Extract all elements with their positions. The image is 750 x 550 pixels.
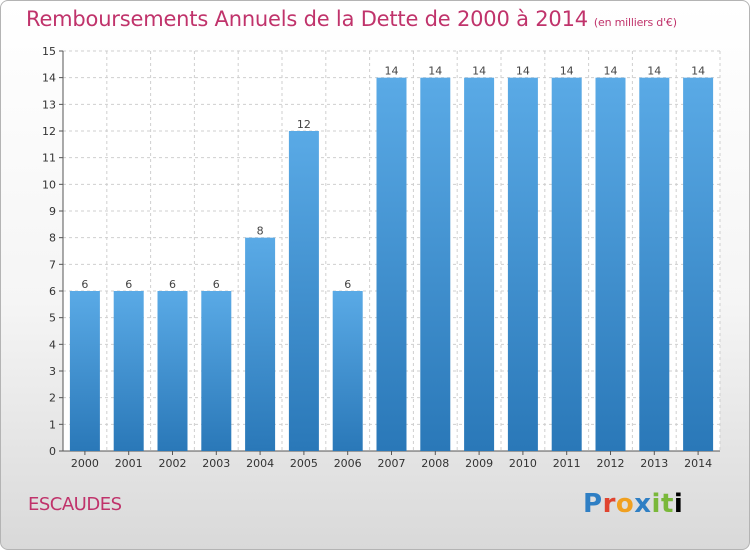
y-tick-label: 6 <box>49 285 56 298</box>
data-label: 6 <box>344 278 351 291</box>
logo-letter: i <box>651 489 661 519</box>
bar <box>201 291 232 451</box>
x-tick-label: 2010 <box>509 457 537 470</box>
x-tick-label: 2012 <box>597 457 625 470</box>
bar <box>288 131 319 451</box>
bar <box>464 77 495 452</box>
x-tick-label: 2004 <box>246 457 274 470</box>
data-label: 14 <box>604 65 618 78</box>
data-label: 6 <box>81 278 88 291</box>
bar <box>157 291 188 451</box>
y-tick-label: 1 <box>49 418 56 431</box>
y-tick-label: 5 <box>49 312 56 325</box>
x-tick-label: 2001 <box>115 457 143 470</box>
chart-title-text: Remboursements Annuels de la Dette de 20… <box>26 7 588 31</box>
commune-name: ESCAUDES <box>28 494 122 515</box>
y-tick-label: 15 <box>42 45 56 58</box>
x-tick-label: 2003 <box>202 457 230 470</box>
logo-letter: x <box>634 489 652 519</box>
logo-letter: i <box>673 489 684 519</box>
data-label: 8 <box>257 225 264 238</box>
proxiti-logo: Proxiti <box>583 489 683 519</box>
logo-letter: o <box>615 489 635 519</box>
x-tick-label: 2014 <box>684 457 712 470</box>
x-tick-label: 2009 <box>465 457 493 470</box>
data-label: 6 <box>169 278 176 291</box>
y-tick-label: 12 <box>42 125 56 138</box>
data-label: 14 <box>560 65 574 78</box>
x-tick-label: 2002 <box>159 457 187 470</box>
data-label: 14 <box>647 65 661 78</box>
y-tick-label: 14 <box>42 72 56 85</box>
bar <box>245 237 276 451</box>
bar <box>376 77 407 452</box>
data-label: 14 <box>516 65 530 78</box>
chart-title: Remboursements Annuels de la Dette de 20… <box>26 7 677 31</box>
x-tick-label: 2013 <box>640 457 668 470</box>
y-tick-label: 11 <box>42 152 56 165</box>
bar <box>69 291 100 451</box>
y-tick-label: 7 <box>49 258 56 271</box>
x-tick-label: 2005 <box>290 457 318 470</box>
logo-letter: P <box>583 489 603 519</box>
data-label: 6 <box>213 278 220 291</box>
y-tick-label: 4 <box>49 338 56 351</box>
bar <box>551 77 582 452</box>
y-tick-label: 9 <box>49 205 56 218</box>
logo-letter: r <box>602 489 616 519</box>
data-label: 14 <box>691 65 705 78</box>
chart-subtitle: (en milliers d'€) <box>593 16 677 29</box>
logo-letter: t <box>660 489 674 519</box>
data-label: 12 <box>297 118 311 131</box>
y-tick-label: 8 <box>49 232 56 245</box>
data-label: 14 <box>428 65 442 78</box>
bar <box>595 77 626 452</box>
x-tick-label: 2008 <box>421 457 449 470</box>
x-tick-label: 2006 <box>334 457 362 470</box>
y-tick-label: 2 <box>49 392 56 405</box>
bar <box>683 77 714 452</box>
bar <box>332 291 363 451</box>
y-tick-label: 0 <box>49 445 56 458</box>
data-label: 14 <box>385 65 399 78</box>
x-tick-label: 2007 <box>378 457 406 470</box>
bar <box>639 77 670 452</box>
y-tick-label: 13 <box>42 98 56 111</box>
bar <box>113 291 144 451</box>
x-tick-label: 2011 <box>553 457 581 470</box>
bar <box>507 77 538 452</box>
data-label: 6 <box>125 278 132 291</box>
x-tick-label: 2000 <box>71 457 99 470</box>
bar <box>420 77 451 452</box>
data-label: 14 <box>472 65 486 78</box>
y-tick-label: 10 <box>42 178 56 191</box>
y-tick-label: 3 <box>49 365 56 378</box>
